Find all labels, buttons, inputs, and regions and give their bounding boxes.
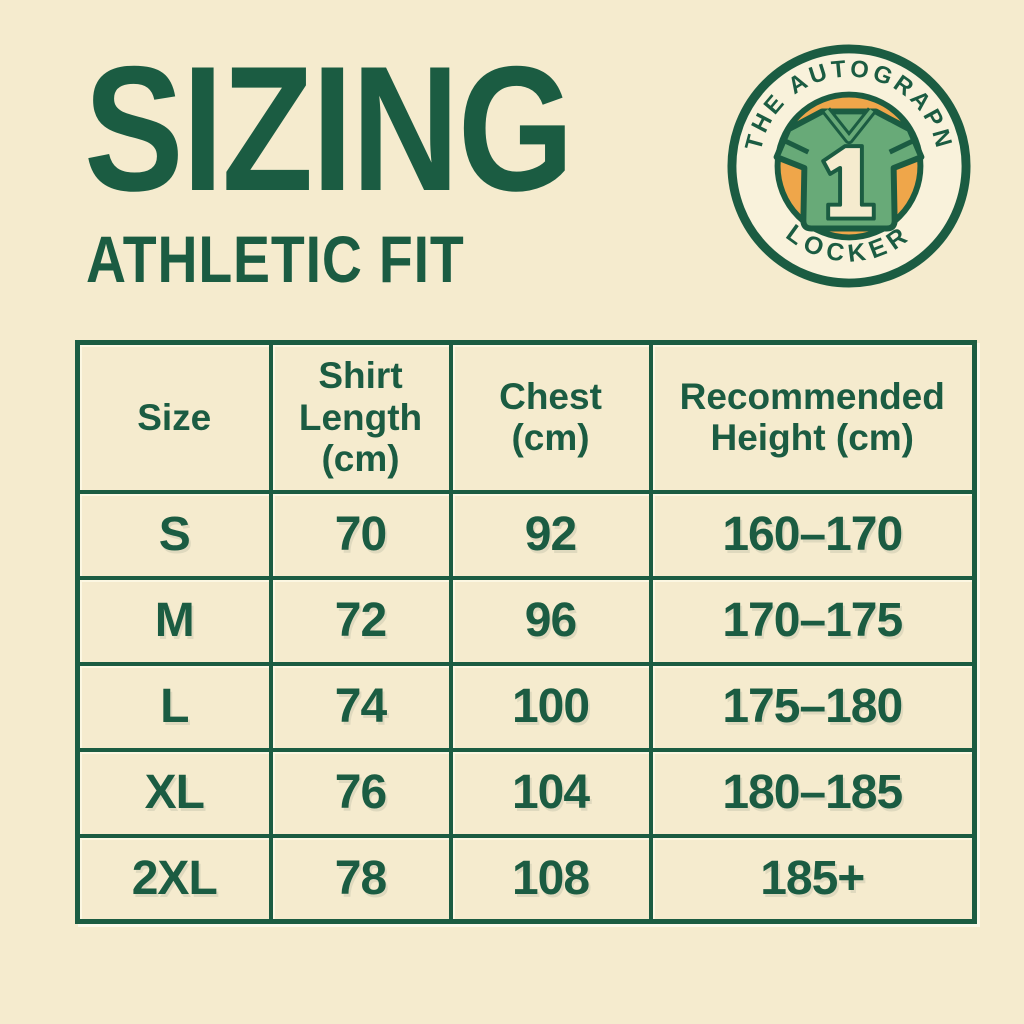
value-cell: 96: [448, 575, 653, 666]
table-row: S 70 92 160–170: [75, 489, 977, 580]
size-cell: S: [75, 489, 273, 580]
sizing-table-header: Size Shirt Length (cm) Chest (cm) Recommend…: [75, 340, 977, 494]
size-cell: 2XL: [75, 833, 273, 924]
value-cell: 72: [268, 575, 453, 666]
page-subtitle: ATHLETIC FIT: [86, 222, 465, 296]
value-cell: 180–185: [648, 747, 977, 838]
sizing-table-body: S 70 92 160–170 M 72 96 170–175 L 74 100 175–180 XL 7…: [75, 489, 977, 924]
value-cell: 108: [448, 833, 653, 924]
table-row: L 74 100 175–180: [75, 661, 977, 752]
brand-badge-icon: THE AUTOGRAPN LOCKER: [727, 44, 971, 288]
table-row: M 72 96 170–175: [75, 575, 977, 666]
value-cell: 78: [268, 833, 453, 924]
header-cell-0: Size: [75, 340, 273, 494]
value-cell: 170–175: [648, 575, 977, 666]
value-cell: 74: [268, 661, 453, 752]
brand-badge: THE AUTOGRAPN LOCKER: [725, 42, 973, 290]
value-cell: 175–180: [648, 661, 977, 752]
header-row: Size Shirt Length (cm) Chest (cm) Recommend…: [75, 340, 977, 494]
page-title: SIZING: [84, 29, 574, 228]
value-cell: 92: [448, 489, 653, 580]
size-cell: XL: [75, 747, 273, 838]
value-cell: 100: [448, 661, 653, 752]
header-cell-1: Shirt Length (cm): [268, 340, 453, 494]
sizing-table: Size Shirt Length (cm) Chest (cm) Recommend…: [75, 340, 977, 924]
header-cell-3: Recommended Height (cm): [648, 340, 977, 494]
value-cell: 70: [268, 489, 453, 580]
value-cell: 160–170: [648, 489, 977, 580]
value-cell: 185+: [648, 833, 977, 924]
jersey-icon: [773, 107, 925, 232]
value-cell: 104: [448, 747, 653, 838]
size-cell: M: [75, 575, 273, 666]
table-row: 2XL 78 108 185+: [75, 833, 977, 924]
header-cell-2: Chest (cm): [448, 340, 653, 494]
jersey-number: [821, 144, 876, 221]
value-cell: 76: [268, 747, 453, 838]
size-cell: L: [75, 661, 273, 752]
table-row: XL 76 104 180–185: [75, 747, 977, 838]
